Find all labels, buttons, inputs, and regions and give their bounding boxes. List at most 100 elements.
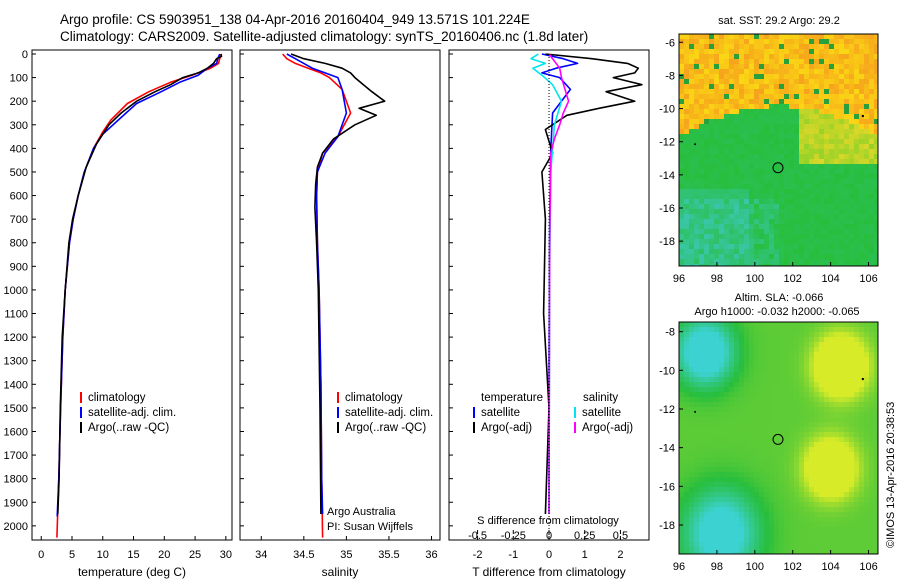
x-tick-label: 20 xyxy=(158,549,170,561)
map-cell xyxy=(764,39,769,44)
map-cell xyxy=(834,154,839,159)
map-cell xyxy=(779,507,784,512)
map-cell xyxy=(819,342,824,347)
map-cell xyxy=(704,209,709,214)
map-cell xyxy=(729,532,734,537)
map-cell xyxy=(789,229,794,234)
map-cell xyxy=(769,194,774,199)
map-cell xyxy=(789,244,794,249)
map-cell xyxy=(789,447,794,452)
map-cell xyxy=(799,332,804,337)
map-cell xyxy=(859,417,864,422)
map-cell xyxy=(764,159,769,164)
map-cell xyxy=(829,44,834,49)
map-cell xyxy=(859,507,864,512)
map-cell xyxy=(824,154,829,159)
map-cell xyxy=(804,357,809,362)
map-cell xyxy=(764,129,769,134)
map-cell xyxy=(819,382,824,387)
map-cell xyxy=(769,79,774,84)
map-cell xyxy=(714,69,719,74)
map-cell xyxy=(854,219,859,224)
map-cell xyxy=(864,412,869,417)
map-cell xyxy=(814,159,819,164)
map-cell xyxy=(734,84,739,89)
map-cell xyxy=(874,432,878,437)
map-cell xyxy=(784,387,789,392)
map-cell xyxy=(834,337,839,342)
map-cell xyxy=(749,174,754,179)
map-cell xyxy=(819,99,824,104)
map-cell xyxy=(754,542,759,547)
map-cell xyxy=(704,64,709,69)
map-cell xyxy=(734,527,739,532)
map-cell xyxy=(749,249,754,254)
map-cell xyxy=(679,537,684,542)
map-cell xyxy=(829,229,834,234)
map-cell xyxy=(769,327,774,332)
map-cell xyxy=(709,179,714,184)
map-cell xyxy=(704,94,709,99)
map-cell xyxy=(869,542,874,547)
map-cell xyxy=(689,547,694,552)
map-cell xyxy=(749,432,754,437)
map-cell xyxy=(854,427,859,432)
map-cell xyxy=(734,109,739,114)
map-cell xyxy=(719,372,724,377)
map-cell xyxy=(834,149,839,154)
map-cell xyxy=(819,337,824,342)
map-cell xyxy=(784,422,789,427)
map-cell xyxy=(724,382,729,387)
legend-marker-t-argo xyxy=(473,422,475,433)
map-cell xyxy=(859,169,864,174)
map-cell xyxy=(869,259,874,264)
map-cell xyxy=(689,397,694,402)
map-cell xyxy=(744,79,749,84)
map-cell xyxy=(764,472,769,477)
map-cell xyxy=(714,497,719,502)
map-cell xyxy=(819,124,824,129)
map-cell xyxy=(719,44,724,49)
map-cell xyxy=(824,527,829,532)
map-cell xyxy=(779,397,784,402)
map-cell xyxy=(839,422,844,427)
sla-map-title1: Altim. SLA: -0.066 xyxy=(735,292,824,304)
lon-tick-label: 102 xyxy=(784,561,802,573)
map-cell xyxy=(819,387,824,392)
map-cell xyxy=(694,114,699,119)
map-cell xyxy=(719,39,724,44)
map-cell xyxy=(804,119,809,124)
map-cell xyxy=(729,94,734,99)
map-cell xyxy=(864,482,869,487)
map-cell xyxy=(764,169,769,174)
map-cell xyxy=(819,447,824,452)
map-cell xyxy=(854,259,859,264)
map-cell xyxy=(874,417,878,422)
map-cell xyxy=(844,249,849,254)
map-cell xyxy=(699,164,704,169)
map-cell xyxy=(799,139,804,144)
map-cell xyxy=(824,552,829,554)
map-cell xyxy=(704,327,709,332)
map-cell xyxy=(774,139,779,144)
map-cell xyxy=(759,527,764,532)
map-cell xyxy=(749,402,754,407)
x-tick-label: 34 xyxy=(255,549,267,561)
map-cell xyxy=(749,34,754,39)
map-cell xyxy=(864,224,869,229)
map-cell xyxy=(819,512,824,517)
map-cell xyxy=(769,507,774,512)
map-cell xyxy=(774,457,779,462)
map-cell xyxy=(839,502,844,507)
map-cell xyxy=(739,322,744,327)
map-cell xyxy=(829,164,834,169)
map-cell xyxy=(779,527,784,532)
map-cell xyxy=(744,497,749,502)
map-cell xyxy=(854,407,859,412)
map-cell xyxy=(764,502,769,507)
map-cell xyxy=(814,74,819,79)
map-cell xyxy=(759,219,764,224)
map-cell xyxy=(854,497,859,502)
map-cell xyxy=(809,174,814,179)
map-cell xyxy=(834,259,839,264)
